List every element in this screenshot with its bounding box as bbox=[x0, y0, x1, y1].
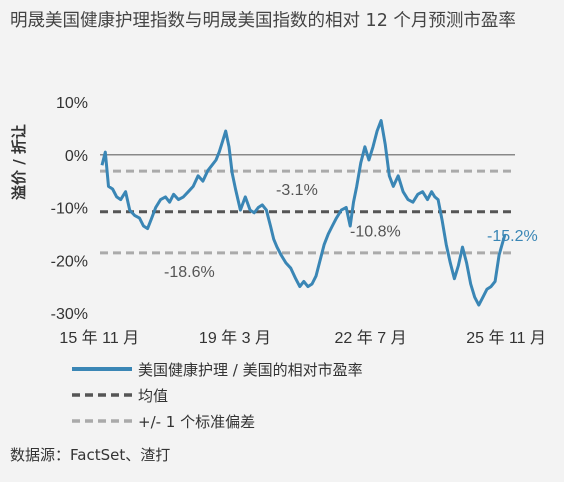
source-note: 数据源：FactSet、渣打 bbox=[10, 446, 171, 464]
legend-swatch-mean bbox=[72, 393, 132, 397]
y-tick-label: -30% bbox=[51, 306, 88, 323]
latest-value-annotation: -15.2% bbox=[487, 228, 538, 245]
legend-item-mean: 均值 bbox=[72, 382, 363, 408]
mean-annotation: -10.8% bbox=[350, 224, 401, 241]
relative-pe-series-line bbox=[100, 119, 507, 307]
chart-title: 明晟美国健康护理指数与明晟美国指数的相对 12 个月预测市盈率 bbox=[10, 11, 516, 31]
legend-swatch-series bbox=[72, 367, 132, 371]
x-tick-label: 15 年 11 月 bbox=[59, 329, 139, 347]
legend-label-mean: 均值 bbox=[138, 386, 169, 405]
y-tick-labels: 10% 0% -10% -20% -30% bbox=[51, 95, 88, 323]
legend-item-series: 美国健康护理 / 美国的相对市盈率 bbox=[72, 356, 363, 382]
lower-std-annotation: -18.6% bbox=[164, 264, 215, 281]
legend-label-series: 美国健康护理 / 美国的相对市盈率 bbox=[138, 360, 363, 379]
y-tick-label: -10% bbox=[51, 201, 88, 218]
y-tick-label: -20% bbox=[51, 253, 88, 270]
legend-swatch-std bbox=[72, 419, 132, 423]
legend: 美国健康护理 / 美国的相对市盈率 均值 +/- 1 个标准偏差 bbox=[72, 356, 363, 434]
y-tick-label: 10% bbox=[56, 95, 88, 112]
y-tick-label: 0% bbox=[65, 148, 88, 165]
upper-std-annotation: -3.1% bbox=[276, 182, 318, 199]
x-tick-labels: 15 年 11 月 19 年 3 月 22 年 7 月 25 年 11 月 bbox=[59, 329, 546, 347]
x-tick-label: 19 年 3 月 bbox=[199, 329, 271, 347]
legend-item-std: +/- 1 个标准偏差 bbox=[72, 408, 363, 434]
x-tick-label: 22 年 7 月 bbox=[335, 329, 407, 347]
x-tick-label: 25 年 11 月 bbox=[466, 329, 546, 347]
legend-label-std: +/- 1 个标准偏差 bbox=[138, 412, 256, 431]
